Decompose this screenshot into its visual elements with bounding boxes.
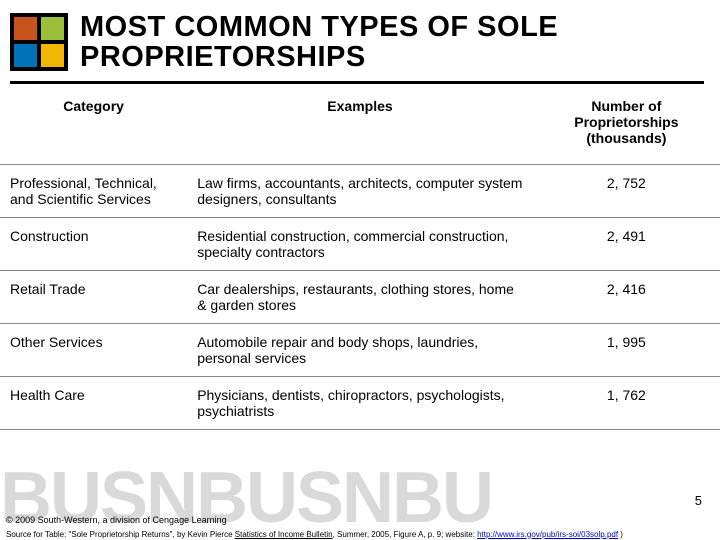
cell-examples: Car dealerships, restaurants, clothing s…: [187, 270, 533, 323]
source-line: Source for Table: "Sole Proprietorship R…: [6, 530, 716, 540]
col-header-category: Category: [0, 90, 187, 165]
table-body: Professional, Technical, and Scientific …: [0, 164, 720, 429]
cell-category: Health Care: [0, 376, 187, 429]
source-prefix: Source for Table: "Sole Proprietorship R…: [6, 530, 235, 539]
source-underlined: Statistics of Income Bulletin: [235, 530, 333, 539]
col-header-examples: Examples: [187, 90, 533, 165]
cell-number: 2, 752: [533, 164, 720, 217]
cell-category: Retail Trade: [0, 270, 187, 323]
copyright-text: © 2009 South-Western, a division of Ceng…: [6, 515, 716, 527]
cell-number: 1, 995: [533, 323, 720, 376]
cell-category: Construction: [0, 217, 187, 270]
slide-footer: © 2009 South-Western, a division of Ceng…: [6, 515, 716, 540]
title-underline: [10, 81, 704, 84]
logo-square-3: [41, 44, 64, 67]
proprietorship-table: Category Examples Number of Proprietorsh…: [0, 90, 720, 430]
source-suffix: ): [618, 530, 623, 539]
cell-examples: Law firms, accountants, architects, comp…: [187, 164, 533, 217]
page-number: 5: [695, 493, 702, 508]
cell-number: 1, 762: [533, 376, 720, 429]
logo-square-2: [14, 44, 37, 67]
slide-header: MOST COMMON TYPES OF SOLE PROPRIETORSHIP…: [0, 0, 720, 81]
table-row: Other Services Automobile repair and bod…: [0, 323, 720, 376]
page-title: MOST COMMON TYPES OF SOLE PROPRIETORSHIP…: [80, 12, 700, 73]
source-mid: , Summer, 2005, Figure A, p. 9; website:: [333, 530, 478, 539]
table-row: Construction Residential construction, c…: [0, 217, 720, 270]
cell-number: 2, 491: [533, 217, 720, 270]
logo-square-1: [41, 17, 64, 40]
col-header-number: Number of Proprietorships (thousands): [533, 90, 720, 165]
cell-examples: Physicians, dentists, chiropractors, psy…: [187, 376, 533, 429]
cell-examples: Automobile repair and body shops, laundr…: [187, 323, 533, 376]
table-header-row: Category Examples Number of Proprietorsh…: [0, 90, 720, 165]
cell-number: 2, 416: [533, 270, 720, 323]
source-link[interactable]: http://www.irs.gov/pub/irs-soi/03solp.pd…: [477, 530, 618, 539]
cell-examples: Residential construction, commercial con…: [187, 217, 533, 270]
cell-category: Other Services: [0, 323, 187, 376]
cell-category: Professional, Technical, and Scientific …: [0, 164, 187, 217]
table-row: Health Care Physicians, dentists, chirop…: [0, 376, 720, 429]
table-row: Professional, Technical, and Scientific …: [0, 164, 720, 217]
logo-icon: [10, 13, 68, 71]
table-row: Retail Trade Car dealerships, restaurant…: [0, 270, 720, 323]
logo-square-0: [14, 17, 37, 40]
